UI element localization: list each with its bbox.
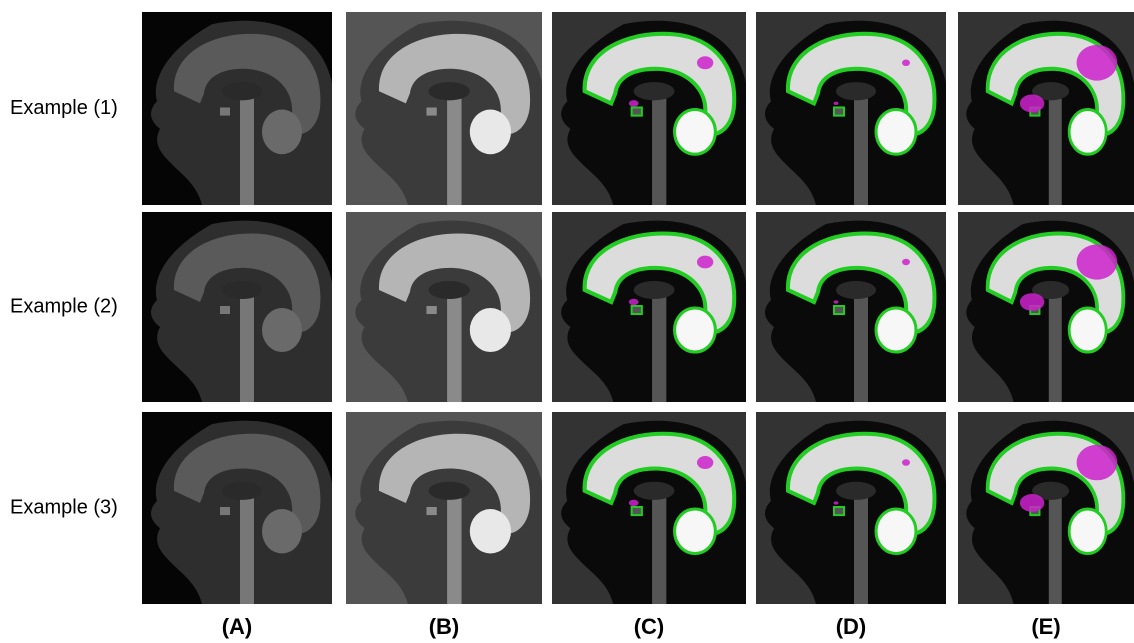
pituitary [834, 306, 844, 314]
cerebellum [675, 509, 716, 553]
column-label: (C) [634, 614, 665, 639]
panel [756, 212, 946, 402]
brainstem [854, 493, 868, 604]
mismatch [834, 102, 839, 105]
pituitary [632, 507, 642, 515]
ventricle [836, 82, 876, 100]
mismatch [1077, 244, 1118, 279]
cerebellum [262, 509, 302, 553]
mismatch [1077, 45, 1118, 81]
panel [346, 412, 542, 604]
cerebellum [470, 509, 511, 553]
cerebellum [675, 110, 716, 155]
cerebellum [876, 308, 916, 352]
mismatch [697, 456, 713, 469]
ventricle [634, 82, 675, 100]
brainstem [240, 292, 254, 402]
mismatch [1020, 494, 1044, 512]
row-label: Example (3) [10, 496, 118, 518]
panel [958, 212, 1134, 402]
pituitary [834, 507, 844, 515]
mismatch [629, 500, 639, 506]
brainstem [447, 292, 461, 402]
brainstem [240, 493, 254, 604]
cerebellum [470, 308, 511, 352]
panel [346, 212, 542, 402]
ventricle [222, 82, 262, 100]
brainstem [652, 493, 666, 604]
brainstem [854, 93, 868, 205]
pituitary [632, 107, 642, 115]
mismatch [697, 256, 713, 269]
pituitary [220, 507, 230, 515]
cerebellum [876, 509, 916, 553]
cerebellum [1069, 308, 1106, 352]
column-label: (B) [429, 614, 460, 639]
row-label: Example (1) [10, 97, 118, 119]
cerebellum [876, 110, 916, 155]
ventricle [222, 281, 262, 299]
brainstem [240, 93, 254, 205]
mismatch [902, 259, 910, 265]
ventricle [634, 482, 675, 500]
cerebellum [262, 110, 302, 155]
mismatch [902, 459, 910, 465]
panel [346, 12, 542, 205]
column-label: (A) [222, 614, 253, 639]
ventricle [836, 482, 876, 500]
brainstem [652, 292, 666, 402]
mismatch [629, 299, 639, 305]
pituitary [834, 107, 844, 115]
mismatch [834, 501, 839, 504]
mismatch [1020, 94, 1044, 112]
pituitary [426, 306, 436, 314]
ventricle [222, 482, 262, 500]
pituitary [632, 306, 642, 314]
panel [958, 12, 1134, 205]
brainstem [447, 493, 461, 604]
brainstem [1049, 292, 1062, 402]
brainstem [1049, 93, 1062, 205]
cerebellum [1069, 110, 1106, 155]
panel [756, 412, 946, 604]
panel [142, 12, 332, 205]
mismatch [902, 60, 910, 67]
mismatch [1020, 293, 1044, 311]
figure: Example (1) Example (2) Example (3) (A) (B) (… [0, 0, 1134, 643]
column-label: (E) [1031, 614, 1060, 639]
brainstem [1049, 493, 1062, 604]
panel [552, 212, 746, 402]
panel [552, 412, 746, 604]
panel [552, 12, 746, 205]
cerebellum [1069, 509, 1106, 553]
cerebellum [262, 308, 302, 352]
pituitary [220, 306, 230, 314]
pituitary [220, 107, 230, 115]
pituitary [426, 107, 436, 115]
panel [142, 412, 332, 604]
cerebellum [675, 308, 716, 352]
column-label: (D) [836, 614, 867, 639]
pituitary [426, 507, 436, 515]
ventricle [429, 482, 470, 500]
ventricle [634, 281, 675, 299]
row-label: Example (2) [10, 295, 118, 317]
panel [142, 212, 332, 402]
ventricle [836, 281, 876, 299]
brainstem [854, 292, 868, 402]
brainstem [447, 93, 461, 205]
brainstem [652, 93, 666, 205]
panel [756, 12, 946, 205]
mismatch [629, 100, 639, 107]
cerebellum [470, 110, 511, 155]
mismatch [1077, 445, 1118, 481]
panel [958, 412, 1134, 604]
mismatch [834, 300, 839, 303]
ventricle [429, 82, 470, 100]
mismatch [697, 56, 713, 69]
ventricle [429, 281, 470, 299]
